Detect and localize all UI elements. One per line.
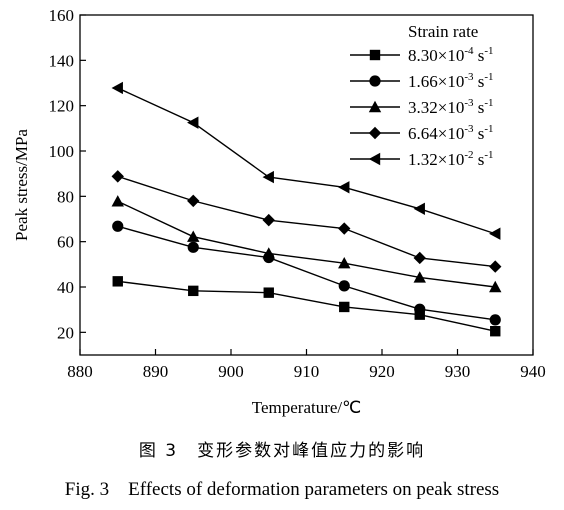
series-line: [117, 225, 496, 321]
legend-label: 8.30×10-4 s-1: [408, 45, 494, 65]
x-tick-label: 940: [520, 362, 546, 381]
y-tick-label: 80: [57, 187, 74, 206]
data-point: [489, 227, 501, 240]
legend-marker: [368, 152, 381, 166]
data-point: [262, 170, 274, 184]
x-axis-label: Temperature/℃: [252, 398, 361, 417]
series-2: [112, 220, 501, 326]
x-tick-label: 880: [67, 362, 93, 381]
data-point: [111, 81, 123, 95]
y-tick-label: 120: [49, 97, 75, 116]
x-tick-label: 930: [445, 362, 471, 381]
y-tick-label: 60: [57, 233, 74, 252]
legend: Strain rate 8.30×10-4 s-1 1.66×10-3 s-1 3.3…: [350, 22, 494, 169]
data-point: [338, 280, 350, 292]
data-point: [413, 202, 425, 215]
data-point: [263, 287, 274, 298]
data-point: [187, 116, 199, 129]
data-point: [489, 314, 501, 326]
series-line: [117, 280, 496, 332]
legend-marker: [369, 49, 381, 61]
y-tick-label: 20: [57, 323, 74, 342]
legend-marker: [368, 126, 382, 140]
series-1: [112, 276, 501, 337]
chart-figure: 880 890 900 910 920 930 940 20 40 60 80 100 120 140 16…: [12, 6, 546, 417]
data-point: [338, 181, 350, 194]
data-point: [338, 222, 351, 235]
legend-label: 1.66×10-3 s-1: [408, 71, 494, 91]
legend-marker: [369, 75, 381, 87]
x-tick-label: 920: [369, 362, 395, 381]
line-chart: 880 890 900 910 920 930 940 20 40 60 80 100 120 140 16…: [12, 6, 546, 417]
data-point: [338, 257, 351, 269]
series-line: [117, 200, 496, 288]
data-point: [187, 230, 200, 242]
data-point: [112, 276, 123, 287]
series-3: [111, 195, 502, 293]
y-tick-label: 160: [49, 6, 75, 25]
data-point: [188, 285, 199, 297]
data-point: [413, 251, 426, 265]
y-tick-label: 100: [49, 142, 75, 161]
y-tick-label: 40: [57, 278, 74, 297]
y-axis-label: Peak stress/MPa: [12, 129, 31, 241]
legend-title: Strain rate: [408, 22, 478, 41]
data-point: [339, 301, 350, 313]
data-point: [187, 241, 199, 253]
series-line: [117, 175, 496, 268]
legend-label: 6.64×10-3 s-1: [408, 123, 494, 143]
series-4: [111, 170, 502, 273]
x-tick-label: 890: [143, 362, 169, 381]
data-point: [111, 195, 124, 207]
x-tick-label: 900: [218, 362, 244, 381]
data-point: [413, 271, 426, 283]
data-point: [187, 194, 200, 208]
figure-caption-english: Fig. 3 Effects of deformation parameters…: [64, 479, 500, 500]
legend-label: 3.32×10-3 s-1: [408, 97, 494, 117]
legend-marker: [368, 100, 382, 113]
plot-frame: [79, 14, 534, 356]
y-tick-label: 140: [49, 51, 75, 70]
legend-label: 1.32×10-2 s-1: [408, 149, 494, 169]
data-point: [490, 326, 501, 337]
data-point: [489, 260, 502, 273]
data-point: [414, 303, 426, 315]
x-tick-label: 910: [294, 362, 320, 381]
data-point: [112, 220, 124, 232]
data-point: [262, 213, 275, 227]
data-point: [262, 247, 275, 259]
data-point: [111, 170, 124, 183]
series-line: [117, 87, 496, 235]
figure-caption-chinese: 图 3 变形参数对峰值应力的影响: [138, 441, 426, 461]
series-5: [111, 81, 501, 240]
data-point: [489, 280, 502, 293]
